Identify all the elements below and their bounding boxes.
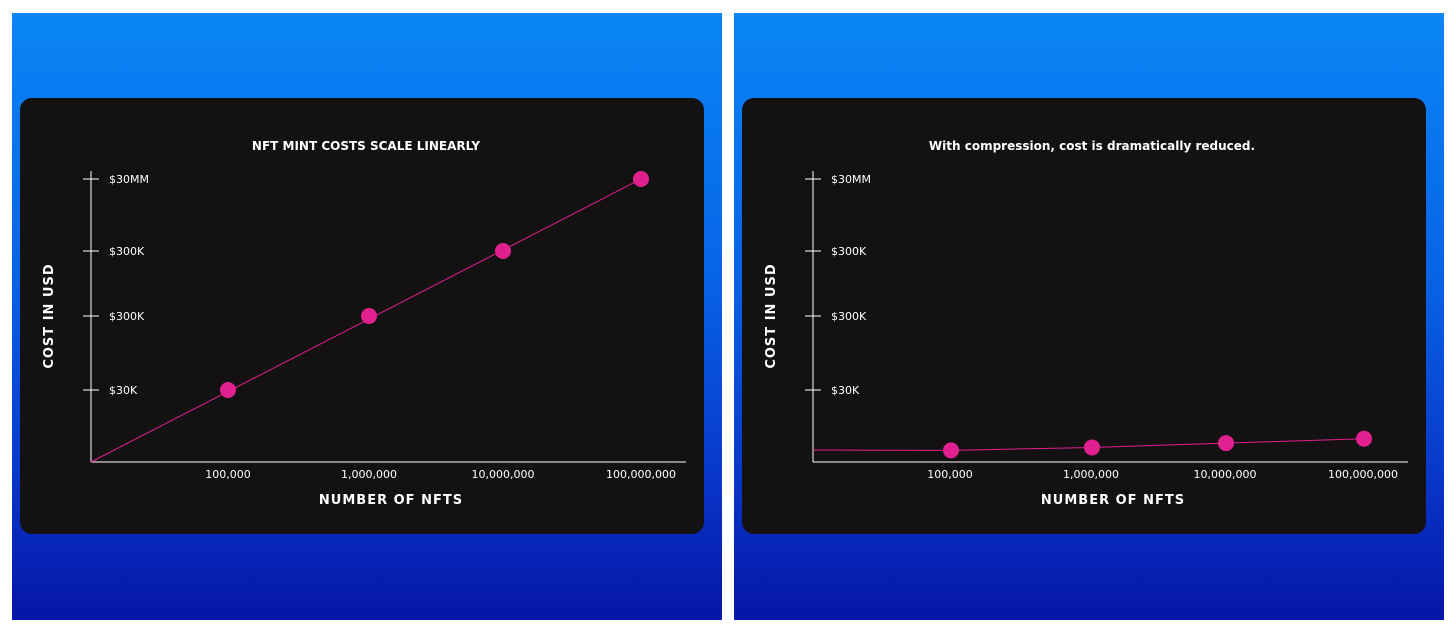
right-panel: With compression, cost is dramatically r…	[734, 13, 1444, 620]
x-ticks: 100,000 1,000,000 10,000,000 100,000,000	[927, 468, 1398, 481]
series	[90, 171, 649, 463]
y-tick-label: $30K	[831, 384, 860, 397]
y-tick-label: $30MM	[109, 173, 149, 186]
y-ticks: $30K $300K $300K $30MM	[83, 173, 149, 397]
data-point	[361, 308, 377, 324]
x-ticks: 100,000 1,000,000 10,000,000 100,000,000	[205, 468, 676, 481]
data-point	[1356, 430, 1372, 447]
y-axis-title: COST IN USD	[764, 263, 779, 368]
y-tick-label: $300K	[109, 245, 145, 258]
y-tick-label: $300K	[109, 310, 145, 323]
chart-title: With compression, cost is dramatically r…	[929, 139, 1255, 153]
x-tick-label: 100,000	[205, 468, 251, 481]
chart-title: NFT MINT COSTS SCALE LINEARLY	[252, 139, 480, 153]
left-chart-card: NFT MINT COSTS SCALE LINEARLY $30K $300K $…	[20, 98, 704, 534]
right-chart-card: With compression, cost is dramatically r…	[742, 98, 1426, 534]
left-panel: NFT MINT COSTS SCALE LINEARLY $30K $300K $…	[12, 13, 722, 620]
y-tick-label: $30MM	[831, 173, 871, 186]
left-chart: NFT MINT COSTS SCALE LINEARLY $30K$300K$…	[42, 139, 686, 508]
data-point	[495, 243, 511, 259]
x-tick-label: 10,000,000	[1194, 468, 1257, 481]
x-tick-label: 1,000,000	[1063, 468, 1119, 481]
data-point	[1218, 435, 1234, 452]
x-tick-label: 100,000,000	[1328, 468, 1398, 481]
data-point	[220, 382, 236, 398]
series	[812, 430, 1372, 459]
x-axis-title: NUMBER OF NFTS	[319, 493, 463, 508]
x-tick-label: 10,000,000	[472, 468, 535, 481]
y-tick-label: $30K	[109, 384, 138, 397]
y-ticks: $30K $300K $300K $30MM	[805, 173, 871, 397]
y-tick-label: $300K	[831, 245, 867, 258]
x-axis-title: NUMBER OF NFTS	[1041, 493, 1185, 508]
x-tick-label: 100,000	[927, 468, 973, 481]
right-chart: With compression, cost is dramatically r…	[764, 139, 1408, 508]
x-tick-label: 100,000,000	[606, 468, 676, 481]
data-point	[1084, 439, 1100, 456]
y-axis-title: COST IN USD	[42, 263, 57, 368]
data-point	[943, 442, 959, 459]
x-tick-label: 1,000,000	[341, 468, 397, 481]
y-tick-label: $300K	[831, 310, 867, 323]
data-point	[633, 171, 649, 187]
